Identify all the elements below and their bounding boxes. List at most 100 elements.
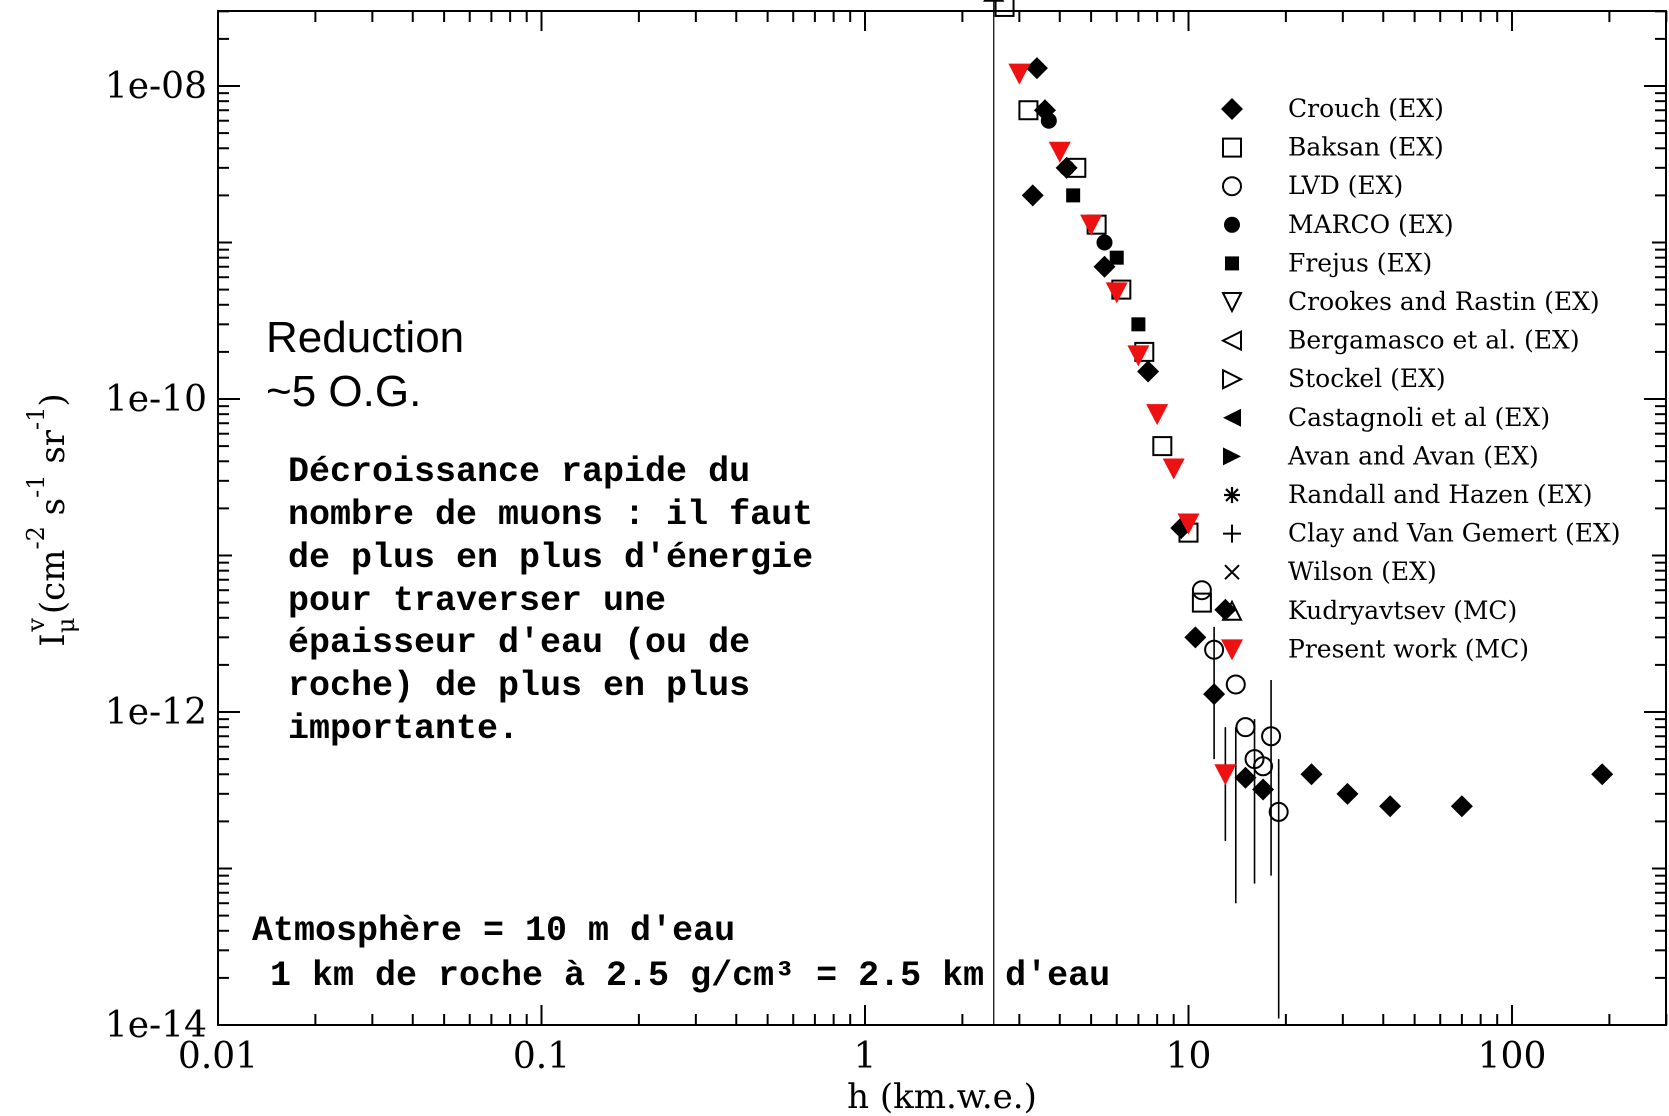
annotation-reduction: Reduction ~5 O.G. <box>266 313 476 416</box>
legend-label-randall-and-hazen-ex: Randall and Hazen (EX) <box>1288 480 1592 509</box>
x-tick-label: 10 <box>1166 1036 1212 1077</box>
annotation-reduction-line: ~5 O.G. <box>266 367 421 416</box>
legend-label-present-work-mc: Present work (MC) <box>1288 634 1529 663</box>
point-present-work-mc <box>1048 141 1071 163</box>
y-axis-label-sup1: -2 <box>22 526 50 549</box>
y-axis-label-units: (cm <box>33 550 73 615</box>
point-baksan-ex <box>1191 592 1212 613</box>
y-axis-label-sup: v <box>22 618 50 633</box>
point-lvd-ex <box>1235 717 1256 738</box>
point-crouch-ex <box>1379 795 1402 818</box>
legend-label-frejus-ex: Frejus (EX) <box>1288 248 1432 277</box>
annotation-atmosphere: Atmosphère = 10 m d'eau 1 km de roche à … <box>252 911 1110 996</box>
x-tick-label: 0.01 <box>178 1036 258 1077</box>
point-baksan-ex <box>1152 436 1173 457</box>
point-present-work-mc <box>1080 214 1103 236</box>
point-crouch-ex <box>1300 763 1323 786</box>
legend-marker-wilson-ex-b <box>1224 564 1240 580</box>
y-axis-label-sub: μ <box>52 618 80 634</box>
point-present-work-mc <box>1008 63 1031 85</box>
point-marco-ex <box>1096 234 1113 251</box>
point-crouch-ex <box>1203 683 1226 706</box>
point-crouch-ex <box>1336 782 1359 805</box>
y-axis-label-mid2: sr <box>33 429 73 474</box>
point-present-work-mc <box>1127 345 1150 367</box>
point-crouch-ex <box>1234 766 1257 789</box>
point-marco-ex <box>1058 159 1075 176</box>
legend-label-crookes-and-rastin-ex: Crookes and Rastin (EX) <box>1288 287 1600 316</box>
legend-label-kudryavtsev-mc: Kudryavtsev (MC) <box>1288 596 1517 625</box>
annotation-decroissance-line: Décroissance rapide du <box>288 452 750 492</box>
x-axis-label: h (km.w.e.) <box>847 1077 1037 1116</box>
x-tick-label: 0.1 <box>513 1036 570 1077</box>
point-crouch-ex <box>1591 763 1614 786</box>
legend-marker-avan-and-avan-ex <box>1223 447 1241 466</box>
legend-label-avan-and-avan-ex: Avan and Avan (EX) <box>1287 441 1539 470</box>
point-frejus-ex <box>1066 188 1081 203</box>
legend-marker-randall-and-hazen-ex <box>1224 487 1240 503</box>
data-marks <box>983 0 1614 1019</box>
point-crouch-ex <box>1025 57 1048 80</box>
point-baksan-ex <box>1018 100 1039 121</box>
point-frejus-ex <box>1131 317 1146 332</box>
annotation-decroissance-line: importante. <box>288 709 519 749</box>
annotation-decroissance-line: de plus en plus d'énergie <box>288 538 813 578</box>
legend-marker-clay-and-van-gemert-ex <box>1223 524 1241 543</box>
legend-marker-kudryavtsev-mc <box>1221 599 1243 621</box>
y-axis-label-symbol: I <box>33 633 73 646</box>
y-axis-label: Iμv(cm-2 s-1 sr-1) <box>22 393 80 646</box>
point-lvd-ex <box>1268 801 1289 822</box>
legend-label-marco-ex: MARCO (EX) <box>1288 210 1454 239</box>
plot-frame <box>217 10 1667 1026</box>
y-tick-label: 1e-12 <box>105 692 207 733</box>
legend-marker-wilson-ex <box>1224 564 1240 580</box>
point-frejus-ex <box>1109 250 1124 265</box>
legend-marker-stockel-ex <box>1222 368 1244 390</box>
x-tick-label: 1 <box>854 1036 877 1077</box>
legend-marker-crouch-ex <box>1221 98 1243 120</box>
point-present-work-mc <box>1177 513 1200 535</box>
annotation-decroissance: Décroissance rapide du nombre de muons :… <box>288 452 834 749</box>
y-tick-label: 1e-10 <box>105 379 207 420</box>
legend-label-wilson-ex: Wilson (EX) <box>1288 557 1437 586</box>
legend-marker-present-work-mc <box>1221 639 1243 661</box>
legend-marker-baksan-ex <box>1222 137 1242 158</box>
y-axis-label-sup2: -1 <box>22 474 50 497</box>
point-crouch-ex <box>1252 778 1275 801</box>
annotation-atmosphere-line: 1 km de roche à 2.5 g/cm³ = 2.5 km d'eau <box>270 956 1110 996</box>
legend: Crouch (EX) Baksan (EX) LVD (EX) MARCO (EX)… <box>1220 94 1621 663</box>
point-crouch-ex <box>1450 795 1473 818</box>
point-lvd-ex <box>1261 726 1282 747</box>
point-lvd-ex <box>1225 674 1246 695</box>
point-present-work-mc <box>1146 404 1169 426</box>
y-tick-label: 1e-14 <box>105 1005 207 1046</box>
y-tick-label: 1e-08 <box>105 66 207 107</box>
legend-label-castagnoli-et-al-ex: Castagnoli et al (EX) <box>1288 403 1550 432</box>
annotation-atmosphere-line: Atmosphère = 10 m d'eau <box>252 911 735 951</box>
y-axis-label-sup3: -1 <box>22 407 50 430</box>
annotation-decroissance-line: roche) de plus en plus <box>288 666 750 706</box>
point-lvd-ex <box>1191 580 1212 601</box>
annotation-decroissance-line: pour traverser une <box>288 581 666 621</box>
legend-label-lvd-ex: LVD (EX) <box>1288 171 1403 200</box>
legend-label-clay-and-van-gemert-ex: Clay and Van Gemert (EX) <box>1288 519 1621 548</box>
point-baksan-ex <box>994 0 1015 17</box>
point-crouch-ex <box>1137 360 1160 383</box>
annotation-decroissance-line: nombre de muons : il faut <box>288 495 813 535</box>
legend-marker-frejus-ex <box>1225 256 1239 271</box>
annotation-reduction-line: Reduction <box>266 313 464 362</box>
legend-marker-marco-ex <box>1224 216 1240 233</box>
legend-label-baksan-ex: Baksan (EX) <box>1288 133 1444 162</box>
point-present-work-mc <box>1162 458 1185 480</box>
point-crouch-ex <box>1184 626 1207 649</box>
legend-marker-lvd-ex <box>1222 176 1242 197</box>
legend-marker-crookes-and-rastin-ex <box>1221 292 1243 314</box>
point-lvd-ex <box>1253 756 1274 777</box>
legend-marker-castagnoli-et-al-ex <box>1223 408 1241 427</box>
guide-lines <box>993 0 995 1025</box>
legend-label-crouch-ex: Crouch (EX) <box>1288 94 1444 123</box>
point-present-work-mc <box>1105 282 1128 304</box>
legend-label-bergamasco-et-al-ex: Bergamasco et al. (EX) <box>1288 326 1580 355</box>
legend-marker-bergamasco-et-al-ex <box>1220 329 1242 352</box>
